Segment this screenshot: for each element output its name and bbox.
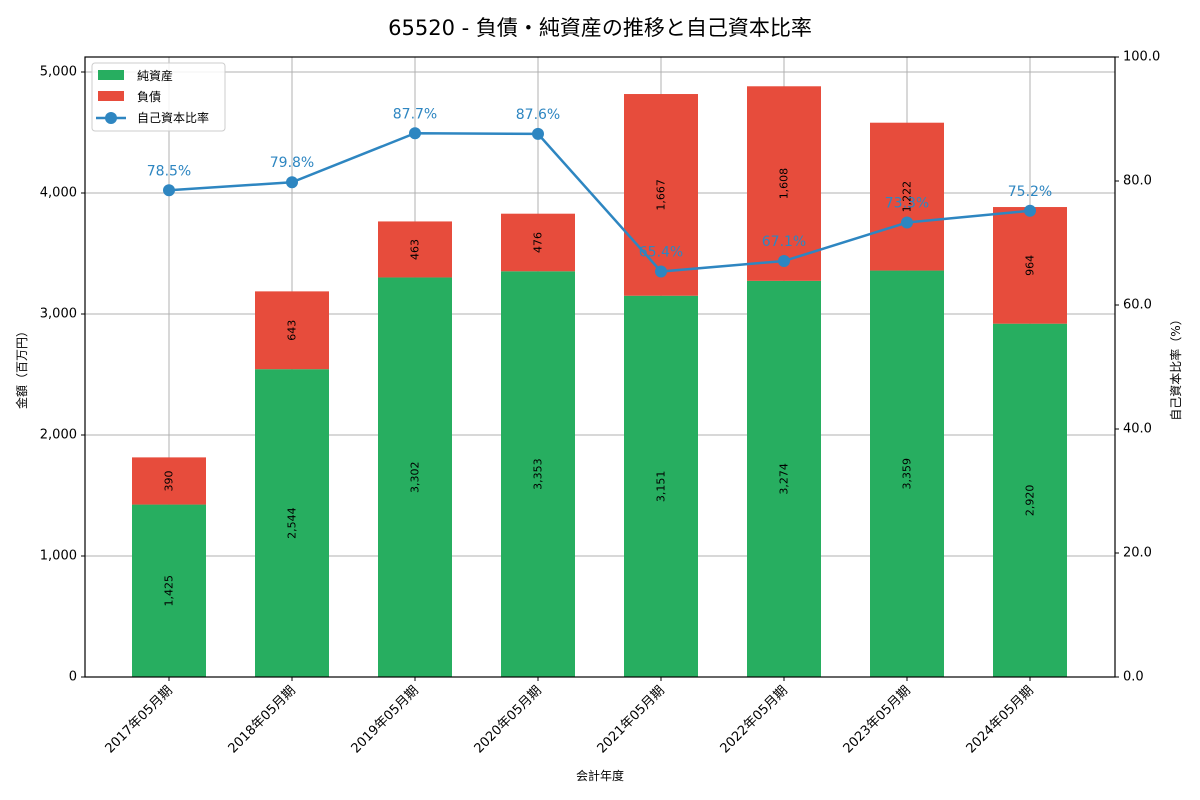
ratio-line: [168, 132, 1031, 273]
bar-net-assets: [255, 369, 329, 677]
y2-tick-label: 60.0: [1123, 298, 1152, 313]
ratio-label: 79.8%: [270, 155, 314, 171]
bar-net-assets: [993, 323, 1067, 677]
x-tick-label: 2018年05月期: [226, 683, 299, 756]
bar-liabilities: [870, 122, 944, 271]
bar-label-liabilities: 964: [1024, 255, 1037, 276]
x-tick-label: 2020年05月期: [472, 683, 545, 756]
plot-frame: [84, 56, 1116, 678]
y2-tick-label: 100.0: [1123, 50, 1160, 65]
bar-label-net-assets: 3,353: [532, 458, 545, 490]
ratio-label: 87.7%: [393, 106, 437, 122]
bar-label-liabilities: 1,667: [655, 179, 668, 211]
bar-label-net-assets: 3,151: [655, 471, 668, 503]
bar-liabilities: [624, 94, 698, 296]
bar-net-assets: [378, 277, 452, 677]
x-tick-label: 2021年05月期: [595, 683, 668, 756]
bar-label-net-assets: 3,274: [778, 463, 791, 495]
bar-label-liabilities: 1,608: [778, 168, 791, 200]
bar-liabilities: [378, 221, 452, 278]
bar-liabilities: [132, 457, 206, 505]
y-tick-label: 3,000: [40, 307, 77, 322]
bar-net-assets: [747, 280, 821, 677]
bar-label-net-assets: 3,302: [409, 461, 422, 493]
bar-label-net-assets: 3,359: [901, 458, 914, 490]
ratio-label: 67.1%: [762, 234, 806, 250]
bar-net-assets: [132, 504, 206, 677]
x-tick-label: 2023年05月期: [841, 683, 914, 756]
ratio-label: 87.6%: [516, 107, 560, 123]
y-tick-label: 2,000: [40, 428, 77, 443]
bar-liabilities: [747, 86, 821, 281]
y-axis-label: 金額（百万円）: [14, 325, 29, 409]
bar-net-assets: [501, 271, 575, 677]
bar-liabilities: [501, 213, 575, 272]
y2-tick-label: 40.0: [1123, 422, 1152, 437]
ratio-marker: [778, 254, 790, 267]
bar-label-liabilities: 476: [532, 232, 545, 253]
x-tick-label: 2017年05月期: [103, 683, 176, 756]
x-axis-label: 会計年度: [576, 768, 624, 783]
legend-swatch-liabilities: [98, 91, 124, 101]
bar-label-net-assets: 2,544: [286, 507, 299, 539]
ratio-label: 65.4%: [639, 245, 683, 261]
legend-box: [91, 62, 226, 132]
x-tick-label: 2022年05月期: [718, 683, 791, 756]
legend-label-ratio: 自己資本比率: [137, 110, 209, 125]
ratio-marker: [655, 265, 667, 278]
legend-swatch-net-assets: [98, 70, 124, 80]
bar-liabilities: [993, 207, 1067, 324]
bar-liabilities: [255, 291, 329, 370]
ratio-marker: [1024, 204, 1036, 217]
y2-tick-label: 0.0: [1123, 670, 1144, 685]
ratio-marker: [409, 127, 421, 140]
bar-label-liabilities: 643: [286, 320, 299, 341]
y2-tick-label: 80.0: [1123, 174, 1152, 189]
y-tick-label: 4,000: [40, 186, 77, 201]
bar-label-net-assets: 1,425: [163, 575, 176, 607]
y-tick-label: 1,000: [40, 549, 77, 564]
ratio-label: 73.3%: [885, 196, 929, 212]
ratio-marker: [532, 127, 544, 140]
bar-label-liabilities: 463: [409, 239, 422, 260]
y2-axis-label: 自己資本比率（%）: [1168, 313, 1183, 420]
x-tick-label: 2024年05月期: [964, 683, 1037, 756]
ratio-marker: [163, 184, 175, 197]
ratio-label: 75.2%: [1008, 184, 1052, 200]
ratio-marker: [901, 216, 913, 229]
x-tick-label: 2019年05月期: [349, 683, 422, 756]
legend-label-liabilities: 負債: [137, 89, 161, 104]
bar-label-liabilities: 390: [163, 470, 176, 491]
y-tick-label: 5,000: [40, 65, 77, 80]
ratio-label: 78.5%: [147, 163, 191, 179]
legend-marker-ratio: [105, 112, 117, 124]
ratio-marker: [286, 176, 298, 189]
y2-tick-label: 20.0: [1123, 546, 1152, 561]
bar-net-assets: [870, 270, 944, 677]
bar-net-assets: [624, 295, 698, 677]
y-tick-label: 0: [69, 670, 77, 685]
legend-label-net-assets: 純資産: [137, 68, 173, 83]
chart-title: 65520 - 負債・純資産の推移と自己資本比率: [388, 16, 812, 40]
bar-label-liabilities: 1,222: [901, 181, 914, 213]
bar-label-net-assets: 2,920: [1024, 485, 1037, 516]
